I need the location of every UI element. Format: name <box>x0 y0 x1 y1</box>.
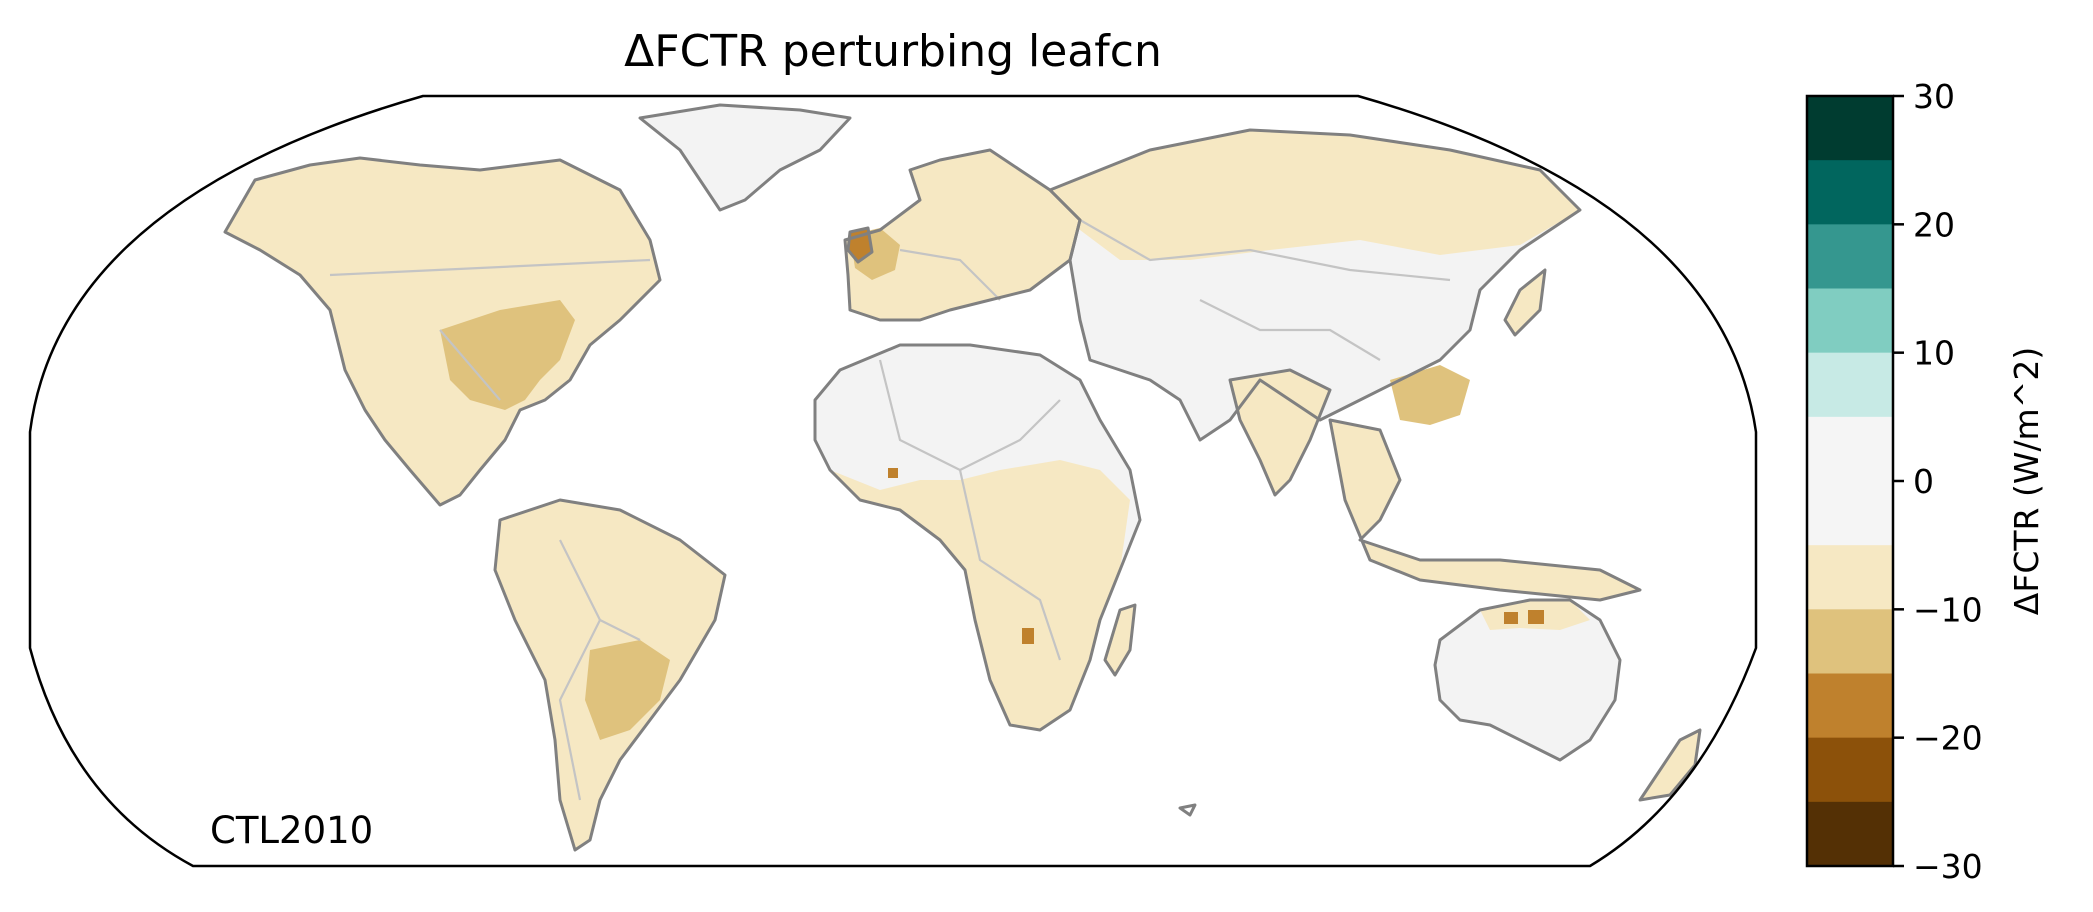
land-south-china <box>1390 365 1470 425</box>
colorbar-bin-1 <box>1807 160 1893 225</box>
map-frame <box>28 94 1758 868</box>
colorbar-bin-4 <box>1807 352 1893 418</box>
colorbar-bin-0 <box>1807 96 1893 161</box>
colorbar-label: ΔFCTR (W/m^2) <box>2007 347 2046 615</box>
land-layer <box>223 103 1702 852</box>
colorbar-bin-6 <box>1807 545 1893 610</box>
colorbar-tick-label: −10 <box>1913 590 1983 629</box>
coastlines <box>223 103 1702 852</box>
experiment-label: CTL2010 <box>210 809 373 852</box>
colorbar-bin-3 <box>1807 288 1893 354</box>
land-japan <box>1505 270 1545 335</box>
colorbar: 30 20 10 0 −10 −20 −30 ΔFCTR (W/m^2) <box>1805 77 2046 886</box>
land-southeast-asia <box>1330 420 1640 600</box>
land-africa-south <box>830 460 1130 730</box>
colorbar-tick-label: −30 <box>1913 847 1983 886</box>
land-australia <box>1435 600 1620 760</box>
land-southern-brazil <box>585 640 670 740</box>
colorbar-bin-9 <box>1807 737 1893 803</box>
land-greenland <box>640 105 850 210</box>
land-india <box>1230 370 1330 495</box>
land-new-zealand <box>1640 730 1700 800</box>
colorbar-bin-8 <box>1807 673 1893 739</box>
colorbar-bin-2 <box>1807 224 1893 289</box>
land-madagascar <box>1105 605 1135 675</box>
country-borders <box>329 219 1451 801</box>
colorbar-bin-10 <box>1807 801 1893 867</box>
sahel-hotspot <box>888 468 898 478</box>
colorbar-bin-7 <box>1807 609 1893 674</box>
map-title: ΔFCTR perturbing leafcn <box>624 26 1162 77</box>
colorbar-tick-label: 10 <box>1913 334 1955 373</box>
land-europe <box>845 150 1080 320</box>
land-eastern-us <box>440 300 575 410</box>
africa-hotspot <box>1022 628 1034 644</box>
colorbar-bins <box>1807 96 1893 867</box>
land-siberia <box>1050 130 1580 260</box>
australia-hotspot-1 <box>1504 612 1518 624</box>
colorbar-tick-label: 0 <box>1913 462 1934 501</box>
colorbar-bin-5 <box>1807 416 1893 546</box>
australia-hotspot-2 <box>1528 610 1544 624</box>
colorbar-ticks: 30 20 10 0 −10 −20 −30 <box>1893 77 1983 886</box>
colorbar-tick-label: 20 <box>1913 205 1955 244</box>
colorbar-tick-label: −20 <box>1913 719 1983 758</box>
map-panel: CTL2010 <box>28 94 1758 868</box>
colorbar-tick-label: 30 <box>1913 77 1955 116</box>
